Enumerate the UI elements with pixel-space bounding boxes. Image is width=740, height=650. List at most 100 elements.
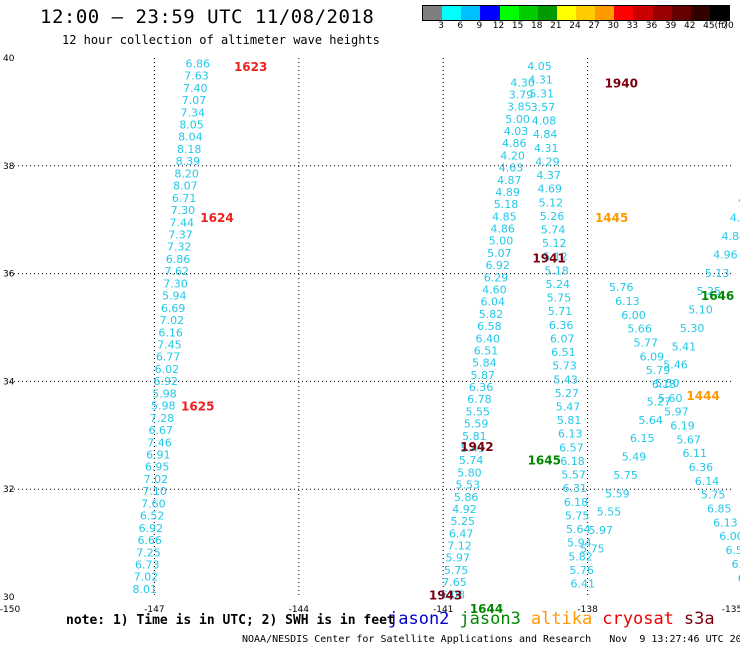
wave-height-value: 6.73 (135, 558, 160, 571)
wave-height-value: 7.62 (165, 265, 190, 278)
wave-height-value: 5.87 (470, 369, 495, 382)
colorbar-tick-label: 6 (457, 21, 464, 31)
pass-time-label: 1646 (701, 289, 734, 303)
wave-height-value: 6.57 (559, 441, 584, 454)
wave-height-value: 7.25 (136, 546, 161, 559)
wave-height-value: 5.75 (565, 509, 590, 522)
wave-height-value: 3.57 (531, 101, 556, 114)
wave-height-value: 7.07 (182, 94, 207, 107)
wave-height-value: 5.71 (548, 305, 573, 318)
colorbar-swatch (595, 6, 615, 20)
wave-height-value: 8.07 (173, 180, 198, 193)
wave-height-value: 8.39 (176, 155, 201, 168)
colorbar-labels: 3 6 9 12 15 18 21 24 27 30 33 36 39 42 45 70 (ft) (422, 21, 733, 33)
wave-height-value: 5.94 (567, 537, 592, 550)
wave-height-value: 5.64 (638, 414, 663, 427)
wave-height-value: 5.46 (663, 359, 688, 372)
wave-height-value: 5.24 (545, 278, 570, 291)
wave-height-value: 6.40 (475, 332, 500, 345)
wave-height-value: 4.92 (452, 503, 477, 516)
satellite-tracks: 6.867.637.407.077.348.058.048.188.398.20… (133, 57, 740, 601)
satellite-track: 6.216.376.436.526.006.136.855.756.146.36… (609, 281, 740, 585)
wave-height-value: 5.12 (543, 251, 568, 264)
colorbar-swatch (709, 6, 729, 20)
colorbar-tick-label: 36 (645, 21, 658, 31)
wave-height-value: 4.20 (500, 149, 525, 162)
wave-height-value: 4.63 (499, 162, 524, 175)
wave-height-value: 5.79 (646, 364, 671, 377)
wave-height-value: 4.08 (532, 115, 557, 128)
colorbar (422, 5, 730, 21)
wave-height-value: 5.12 (542, 237, 567, 250)
pass-time-labels: 1623162416251940194119421943144514441441… (181, 60, 734, 616)
wave-height-value: 6.92 (153, 375, 178, 388)
wave-height-value: 5.12 (539, 196, 564, 209)
wave-height-value: 6.37 (738, 572, 740, 585)
colorbar-swatch (461, 6, 481, 20)
wave-height-value: 6.92 (139, 522, 164, 535)
wave-height-value: 5.53 (456, 479, 481, 492)
wave-height-value: 6.13 (713, 516, 738, 529)
wave-height-value: 6.78 (467, 393, 492, 406)
wave-height-value: 4.86 (490, 223, 515, 236)
pass-time-label: 1444 (686, 389, 719, 403)
wave-height-value: 5.97 (588, 524, 613, 537)
wave-height-value: 5.97 (446, 552, 471, 565)
colorbar-tick-label: 24 (569, 21, 581, 31)
wave-height-value: 5.18 (494, 198, 519, 211)
wave-height-value: 5.80 (457, 466, 482, 479)
wave-height-value: 5.74 (459, 454, 484, 467)
wave-height-value: 6.86 (166, 253, 191, 266)
wave-height-value: 5.47 (556, 401, 581, 414)
wave-height-value: 6.43 (732, 558, 740, 571)
wave-height-value: 5.76 (569, 564, 594, 577)
wave-height-value: 5.82 (479, 308, 504, 321)
wave-height-value: 5.59 (464, 418, 489, 431)
wave-height-value: 5.81 (557, 414, 582, 427)
wave-height-value: 6.19 (670, 420, 695, 433)
wave-height-value: 4.37 (536, 169, 561, 182)
wave-height-value: 8.18 (177, 143, 202, 156)
colorbar-swatch (518, 6, 538, 20)
wave-height-value: 5.98 (152, 387, 177, 400)
wave-height-value: 5.49 (461, 442, 486, 455)
wave-height-value: 5.13 (705, 267, 730, 280)
wave-height-value: 7.28 (150, 412, 175, 425)
wave-height-value: 5.55 (597, 506, 622, 519)
colorbar-swatch (442, 6, 462, 20)
colorbar-tick-label: 70 (722, 21, 734, 31)
colorbar-swatch (671, 6, 691, 20)
wave-height-value: 5.25 (451, 515, 476, 528)
graticule (10, 58, 732, 597)
wave-height-value: 3.85 (507, 101, 532, 114)
credit-line: NOAA/NESDIS Center for Satellite Applica… (242, 634, 740, 645)
wave-height-value: 5.86 (454, 491, 479, 504)
colorbar-tick-label: 21 (550, 21, 562, 31)
wave-height-value: 6.95 (145, 461, 170, 474)
wave-height-value: 7.30 (163, 277, 188, 290)
wave-height-value: 6.66 (137, 534, 162, 547)
wave-height-value: 5.75 (701, 489, 726, 502)
wave-height-value: 7.34 (181, 106, 206, 119)
wave-height-value: 4.69 (537, 183, 562, 196)
wave-height-value: 6.08 (441, 588, 466, 601)
wave-height-value: 4.86 (502, 137, 527, 150)
legend-entry: jason3 (459, 609, 521, 629)
satellite-track: 5.75 5.97 5.55 5.59 5.75 5.49 6.15 5.64 5.27 5.50… (580, 193, 740, 555)
colorbar-tick-label: 39 (664, 21, 677, 31)
legend-entry: jason2 (388, 609, 450, 629)
wave-height-value: 5.49 (622, 451, 647, 464)
pass-time-label: 1941 (532, 251, 565, 265)
wave-height-value: 5.26 (540, 210, 565, 223)
wave-height-value: 5.84 (472, 357, 497, 370)
y-tick-label: 40 (3, 54, 15, 64)
wave-height-value: 5.31 (529, 87, 554, 100)
wave-height-value: 6.31 (563, 482, 588, 495)
wave-height-value: 6.86 (185, 57, 210, 70)
pass-time-label: 1644 (470, 602, 503, 616)
x-tick-label: -141 (433, 605, 453, 615)
wave-height-value: 6.52 (140, 510, 165, 523)
wave-height-value: 4.29 (535, 155, 560, 168)
wave-height-value: 7.12 (447, 540, 472, 553)
satellite-track: 6.867.637.407.077.348.058.048.188.398.20… (133, 57, 210, 596)
